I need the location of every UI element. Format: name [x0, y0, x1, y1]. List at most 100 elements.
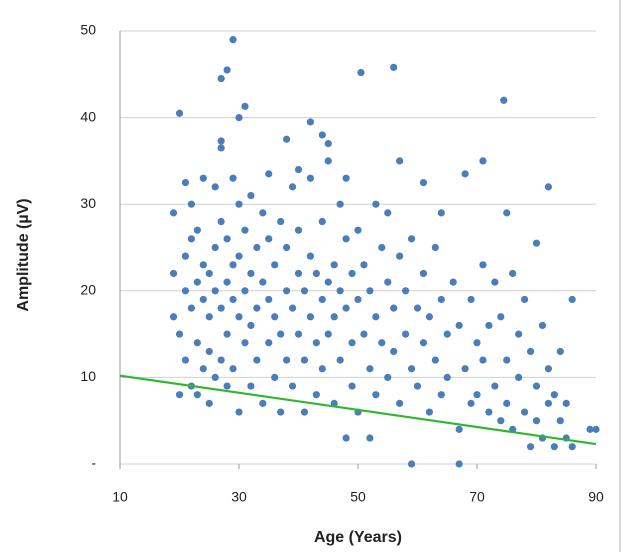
data-point [253, 243, 261, 252]
data-point [366, 365, 374, 373]
y-tick-label: 20 [80, 282, 96, 298]
data-point [479, 157, 487, 165]
data-point [175, 330, 184, 338]
data-point [372, 391, 380, 399]
data-point [503, 356, 511, 364]
data-point [562, 399, 570, 407]
data-point [312, 391, 320, 399]
data-point [491, 278, 499, 286]
data-point [354, 295, 362, 304]
data-point [521, 408, 529, 416]
data-point [229, 365, 237, 373]
data-point [241, 226, 249, 234]
data-point [342, 434, 350, 442]
data-point [354, 226, 362, 234]
data-point [390, 347, 398, 356]
data-point [193, 226, 201, 234]
data-point [330, 313, 338, 321]
x-tick-label: 30 [231, 489, 247, 505]
data-point [253, 304, 261, 312]
data-point [169, 209, 178, 217]
data-point [205, 269, 213, 278]
data-point [247, 191, 255, 200]
data-point [431, 356, 439, 364]
y-axis-title: Amplitude (µV) [15, 198, 32, 311]
data-point [503, 209, 511, 217]
data-point [521, 295, 529, 304]
data-point [396, 157, 404, 165]
data-point [181, 252, 190, 260]
data-point [288, 183, 297, 191]
data-point [193, 278, 201, 286]
data-point [181, 287, 190, 295]
data-point [330, 261, 338, 269]
y-tick-label: 40 [80, 108, 96, 124]
data-point [396, 252, 404, 260]
data-point [342, 304, 350, 312]
data-point [336, 200, 344, 208]
data-point [205, 399, 213, 407]
data-point [223, 66, 231, 74]
data-point [306, 118, 314, 126]
data-point [413, 304, 422, 312]
data-point [217, 356, 225, 364]
data-point [556, 417, 564, 425]
data-point [503, 399, 511, 407]
data-point [229, 261, 237, 269]
data-point [532, 239, 541, 247]
data-point [342, 174, 350, 182]
data-point [455, 425, 463, 433]
data-point [348, 339, 356, 347]
data-point [500, 96, 508, 104]
data-point [378, 243, 386, 252]
data-point [229, 36, 237, 44]
data-point [241, 287, 249, 295]
data-point [205, 313, 213, 321]
data-point [515, 373, 523, 381]
data-point [271, 261, 279, 269]
data-point [407, 235, 416, 243]
data-point [169, 269, 178, 278]
x-tick-label: 70 [469, 489, 485, 505]
data-point [396, 399, 404, 407]
data-point [235, 114, 243, 122]
data-point [235, 408, 243, 416]
data-point [443, 330, 451, 338]
data-point [241, 102, 249, 110]
data-point [199, 174, 207, 182]
data-point [455, 460, 463, 468]
data-point [318, 295, 326, 304]
y-tick-label: 50 [80, 22, 96, 38]
data-point [253, 356, 261, 364]
data-point [175, 109, 184, 117]
data-point [366, 287, 374, 295]
data-point [229, 295, 237, 304]
data-point [425, 313, 433, 321]
data-point [211, 183, 219, 191]
data-point [324, 139, 332, 148]
data-point [419, 269, 428, 278]
data-point [473, 391, 481, 399]
y-tick-label: - [91, 455, 96, 471]
data-point [384, 209, 392, 217]
data-point [211, 287, 219, 295]
data-point [592, 425, 600, 433]
data-point [348, 382, 356, 390]
data-point [360, 330, 368, 338]
data-point [259, 278, 267, 286]
data-point [277, 217, 285, 226]
data-point [181, 178, 190, 187]
data-point [223, 235, 231, 243]
data-point [265, 339, 273, 347]
data-point [413, 382, 422, 390]
data-point [407, 460, 416, 468]
data-point [259, 399, 267, 407]
data-point [467, 399, 475, 407]
data-point [187, 304, 195, 312]
data-point [205, 347, 213, 356]
data-point [357, 68, 365, 77]
data-point [235, 252, 243, 260]
x-axis-title: Age (Years) [314, 529, 402, 546]
data-point [550, 443, 558, 451]
